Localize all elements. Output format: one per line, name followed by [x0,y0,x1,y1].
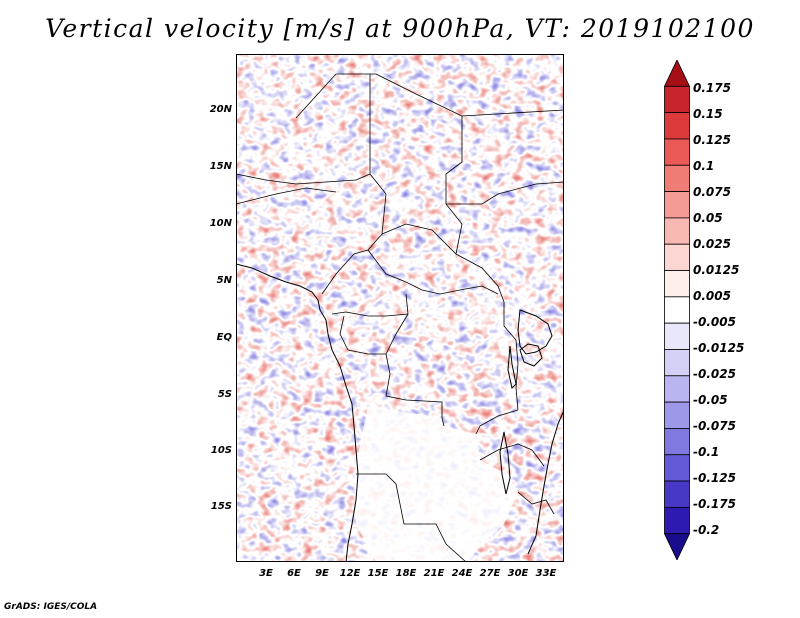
lakes [499,343,543,495]
colorbar-swatch [664,296,690,324]
colorbar-label: -0.05 [693,393,728,407]
lat-label-5s: 5S [217,389,232,400]
colorbar-swatch [664,164,690,192]
lon-label-24e: 24E [451,568,473,579]
lon-label-18e: 18E [395,568,417,579]
colorbar-swatch [664,401,690,429]
lon-label-27e: 27E [479,568,501,579]
lon-label-3e: 3E [259,568,273,579]
colorbar-swatch [664,322,690,350]
colorbar-label: -0.1 [693,445,720,459]
colorbar-label: -0.2 [693,523,720,537]
colorbar-label: 0.15 [693,107,723,121]
colorbar-label: 0.075 [693,185,731,199]
lon-label-15e: 15E [367,568,389,579]
colorbar-swatch [664,191,690,219]
colorbar [664,60,690,560]
lat-label-15s: 15S [210,501,232,512]
colorbar-label: 0.005 [693,289,731,303]
colorbar-label: -0.025 [693,367,736,381]
lat-label-10s: 10S [210,445,232,456]
colorbar-label: 0.0125 [693,263,740,277]
lat-label-eq: EQ [216,332,232,343]
lat-label-15n: 15N [209,161,232,172]
coastlines [236,263,564,562]
lon-label-9e: 9E [315,568,329,579]
colorbar-label: -0.0125 [693,341,745,355]
colorbar-swatch [664,60,690,87]
lat-label-20n: 20N [209,104,232,115]
colorbar-swatch [664,349,690,377]
colorbar-swatch [664,112,690,140]
lon-label-30e: 30E [507,568,529,579]
credit-text: GrADS: IGES/COLA [4,602,98,612]
colorbar-swatch [664,480,690,508]
colorbar-label: 0.025 [693,237,731,251]
colorbar-swatch [664,506,690,535]
colorbar-label: 0.05 [693,211,723,225]
quiet-region [354,406,518,562]
colorbar-label: -0.005 [693,315,736,329]
colorbar-swatch [664,243,690,271]
colorbar-swatch [664,138,690,166]
colorbar-swatch [664,217,690,245]
chart-title: Vertical velocity [m/s] at 900hPa, VT: 2… [45,14,755,43]
lon-label-21e: 21E [423,568,445,579]
lat-label-5n: 5N [216,275,232,286]
map-panel [236,54,564,562]
colorbar-label: 0.1 [693,159,715,173]
lat-label-10n: 10N [209,218,232,229]
colorbar-label: -0.125 [693,471,736,485]
lon-label-33e: 33E [535,568,557,579]
colorbar-label: 0.175 [693,81,731,95]
colorbar-swatch [664,85,690,114]
colorbar-swatch [664,533,690,560]
lon-label-6e: 6E [287,568,301,579]
lon-label-12e: 12E [339,568,361,579]
colorbar-label: -0.175 [693,497,736,511]
colorbar-swatch [664,270,690,298]
colorbar-swatch [664,375,690,403]
colorbar-swatch [664,428,690,456]
colorbar-label: 0.125 [693,133,731,147]
colorbar-label: -0.075 [693,419,736,433]
country-borders [236,73,564,562]
colorbar-swatch [664,454,690,482]
